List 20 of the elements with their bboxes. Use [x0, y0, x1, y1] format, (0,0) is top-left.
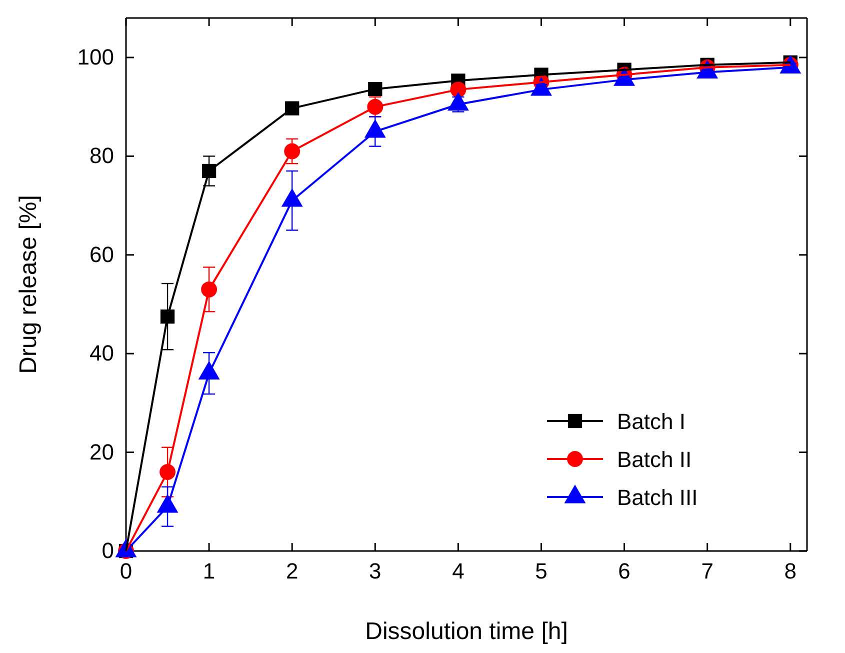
- x-tick-label: 5: [535, 558, 548, 584]
- x-tick-label: 0: [120, 558, 132, 584]
- y-tick-label: 40: [90, 340, 114, 366]
- y-tick-label: 0: [102, 538, 114, 564]
- y-tick-label: 60: [90, 242, 114, 267]
- legend-label: Batch III: [617, 485, 698, 510]
- x-tick-label: 8: [784, 558, 797, 584]
- legend-label: Batch I: [617, 409, 686, 434]
- x-tick-label: 7: [701, 558, 714, 584]
- y-tick-label: 20: [90, 439, 114, 464]
- x-tick-label: 4: [452, 558, 464, 584]
- x-tick-label: 2: [286, 558, 298, 584]
- x-axis-title: Dissolution time [h]: [365, 618, 568, 645]
- y-axis-title: Drug release [%]: [15, 195, 42, 374]
- y-tick-label: 100: [77, 44, 114, 70]
- y-tick-label: 80: [90, 143, 114, 168]
- x-tick-label: 6: [618, 558, 630, 584]
- x-tick-label: 1: [202, 558, 216, 584]
- legend-label: Batch II: [617, 447, 692, 472]
- x-tick-label: 3: [369, 558, 382, 584]
